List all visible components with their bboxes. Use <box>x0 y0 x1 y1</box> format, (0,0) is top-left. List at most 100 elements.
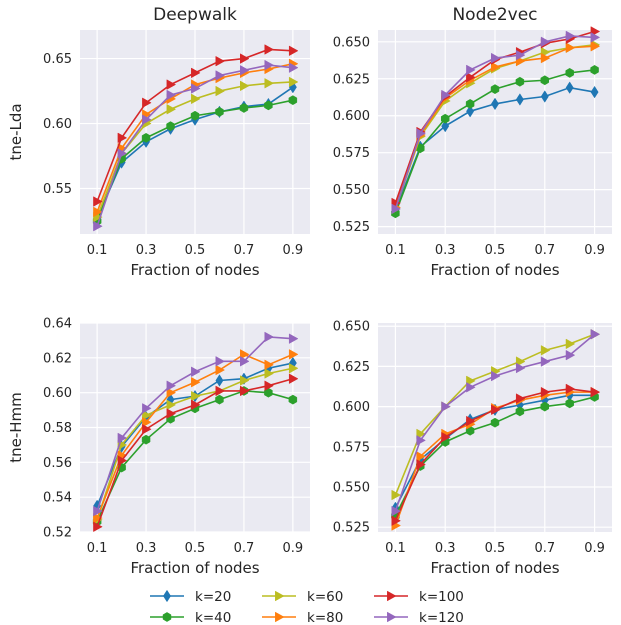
data-point <box>590 85 599 99</box>
data-point <box>490 84 500 95</box>
legend-item-k-80: k=80 <box>262 610 343 625</box>
y-tick-label: 0.64 <box>43 317 72 332</box>
y-tick-label: 0.65 <box>43 52 72 67</box>
data-point <box>466 375 476 387</box>
data-point <box>288 394 298 405</box>
data-point <box>515 93 524 106</box>
data-point <box>240 349 250 360</box>
x-tick-label: 0.1 <box>385 541 406 556</box>
y-tick-label: 0.525 <box>333 521 370 536</box>
data-point <box>215 70 226 81</box>
data-point <box>141 434 151 445</box>
y-tick-label: 0.650 <box>333 35 370 50</box>
legend-label: k=120 <box>419 610 464 625</box>
data-point <box>215 106 224 117</box>
y-tick-label: 0.62 <box>43 351 72 366</box>
data-point <box>491 52 501 64</box>
data-point <box>93 521 103 533</box>
data-point <box>590 386 601 398</box>
x-tick-label: 0.1 <box>87 243 108 258</box>
data-point <box>166 408 177 419</box>
series-k-40 <box>92 95 298 226</box>
data-point <box>264 59 274 71</box>
data-point <box>441 431 451 443</box>
data-point <box>565 398 574 409</box>
data-point <box>288 76 299 88</box>
data-point <box>264 368 274 379</box>
data-point <box>391 505 402 517</box>
x-axis-label: Fraction of nodes <box>130 559 259 577</box>
legend-label: k=60 <box>307 589 343 605</box>
data-point <box>142 410 152 421</box>
y-tick-label: 0.550 <box>333 183 370 198</box>
chart-title: Deepwalk <box>153 5 237 25</box>
data-point <box>142 423 152 435</box>
data-point <box>491 370 501 382</box>
data-point <box>540 75 550 86</box>
data-point <box>441 401 451 412</box>
data-point <box>540 90 549 103</box>
legend-label: k=80 <box>307 610 343 625</box>
data-point <box>264 78 274 89</box>
series-k-120 <box>391 329 601 517</box>
data-point <box>416 451 426 462</box>
legend-label: k=100 <box>419 589 464 605</box>
series-k-100 <box>391 383 601 526</box>
x-tick-label: 0.3 <box>435 243 456 258</box>
series-k-120 <box>93 59 299 232</box>
chart-panel-4: 0.1 0.3 0.5 0.7 0.9 0.525 0.550 0.575 0.600 0.625… <box>333 320 612 577</box>
data-point <box>565 67 574 78</box>
data-point <box>515 362 526 374</box>
legend-label: k=40 <box>195 610 231 625</box>
series-k-100 <box>93 44 299 207</box>
data-point <box>416 128 426 139</box>
x-tick-label: 0.3 <box>136 243 157 258</box>
data-point <box>288 333 299 344</box>
legend-marker <box>275 611 285 623</box>
data-point <box>117 132 128 144</box>
data-point <box>288 45 299 57</box>
data-point <box>540 36 551 48</box>
data-point <box>166 380 177 391</box>
data-point <box>565 349 576 361</box>
y-tick-label: 0.650 <box>333 320 370 335</box>
data-point <box>466 382 476 393</box>
data-point <box>166 121 175 132</box>
data-point <box>416 428 426 440</box>
data-point <box>117 432 128 444</box>
data-point <box>491 97 499 111</box>
data-point <box>117 148 128 159</box>
data-point <box>565 383 576 395</box>
legend-item-k-20: k=20 <box>150 589 231 605</box>
data-point <box>466 415 476 427</box>
data-point <box>191 83 201 94</box>
y-tick-label: 0.550 <box>333 480 370 495</box>
data-point <box>191 399 201 411</box>
y-tick-label: 0.625 <box>333 72 370 87</box>
data-point <box>416 435 426 446</box>
data-point <box>264 387 273 398</box>
data-point <box>540 386 551 398</box>
y-tick-label: 0.58 <box>43 421 72 436</box>
data-point <box>239 103 249 113</box>
legend-marker <box>387 590 397 602</box>
x-tick-label: 0.7 <box>534 541 555 556</box>
data-point <box>416 459 426 470</box>
legend-marker <box>387 611 397 623</box>
y-tick-label: 0.625 <box>333 360 370 375</box>
data-point <box>215 364 226 376</box>
legend-item-k-120: k=120 <box>374 610 464 625</box>
data-point <box>191 93 201 105</box>
data-point <box>565 338 576 350</box>
data-point <box>191 67 201 79</box>
legend-marker <box>163 589 171 603</box>
data-point <box>264 359 274 371</box>
data-point <box>93 196 103 207</box>
y-tick-label: 0.54 <box>43 491 72 506</box>
data-point <box>288 373 299 384</box>
data-point <box>142 403 152 414</box>
series-k-120 <box>391 30 601 215</box>
y-tick-label: 0.52 <box>43 526 72 541</box>
data-point <box>465 99 475 109</box>
